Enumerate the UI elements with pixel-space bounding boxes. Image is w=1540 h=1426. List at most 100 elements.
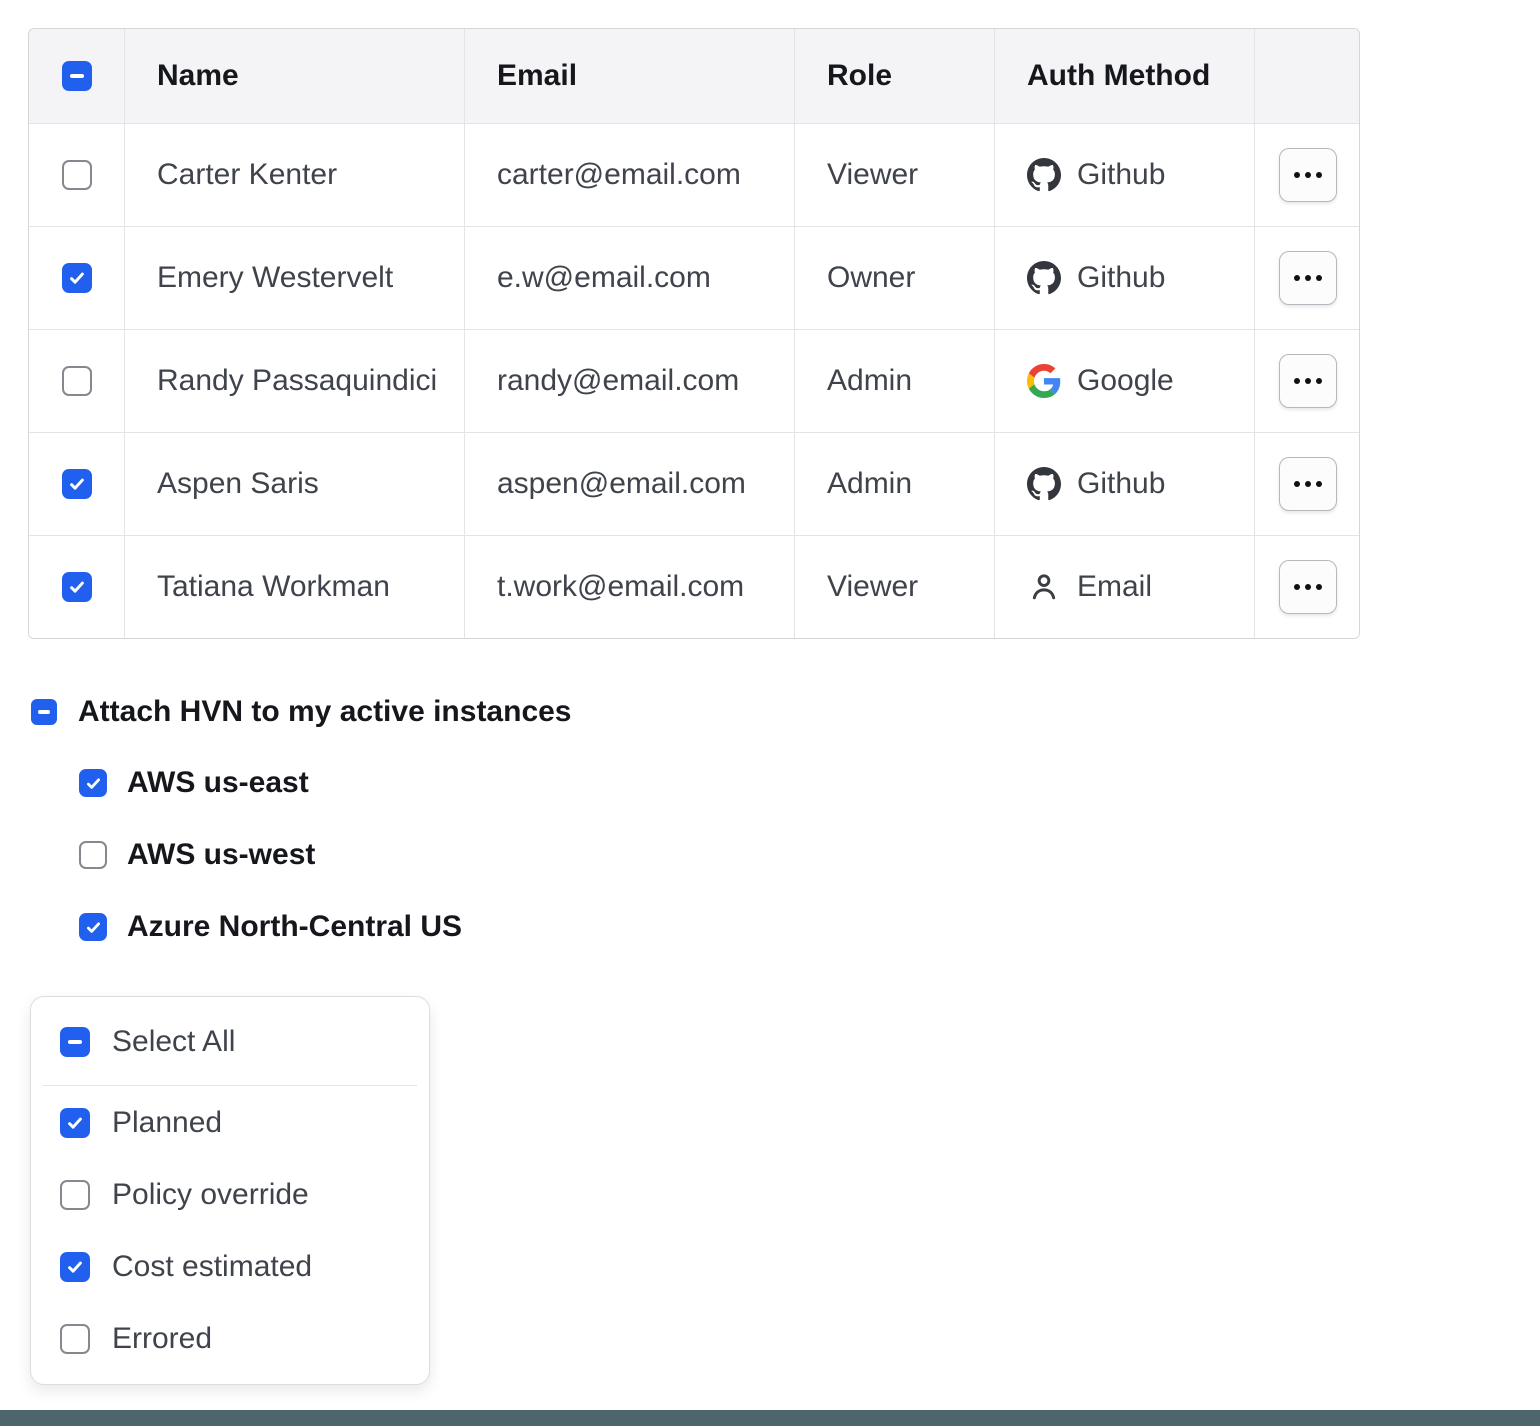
cell-role: Owner [795, 227, 995, 329]
github-icon [1027, 467, 1061, 501]
row-checkbox[interactable] [61, 263, 92, 293]
row-actions-button[interactable] [1279, 251, 1337, 305]
filter-option-row: Errored [31, 1324, 429, 1354]
hvn-parent-row: Attach HVN to my active instances [31, 696, 572, 728]
filter-card: Select All Planned Policy override Cost … [30, 996, 430, 1385]
column-header-role: Role [795, 29, 995, 123]
ellipsis-icon [1294, 172, 1322, 178]
auth-method-label: Google [1077, 364, 1174, 397]
hvn-child-row: AWS us-east [79, 768, 572, 798]
cell-auth-method: Email [995, 536, 1255, 638]
cell-name: Tatiana Workman [125, 536, 465, 638]
indeterminate-dash-icon [38, 710, 50, 714]
user-icon [1032, 574, 1056, 600]
hvn-parent-checkbox[interactable] [31, 699, 57, 725]
row-actions-button[interactable] [1279, 148, 1337, 202]
table-row: Randy Passaquindici randy@email.com Admi… [29, 329, 1359, 432]
filter-option-label[interactable]: Errored [112, 1322, 213, 1355]
hvn-child-label[interactable]: AWS us-west [127, 838, 316, 871]
row-actions-button[interactable] [1279, 457, 1337, 511]
select-all-row: Select All [31, 1027, 429, 1057]
check-icon [86, 921, 100, 933]
filter-option-checkbox[interactable] [60, 1252, 90, 1282]
table-header-row: Name Email Role Auth Method [29, 29, 1359, 123]
auth-method-label: Github [1077, 158, 1166, 191]
row-actions-button[interactable] [1279, 560, 1337, 614]
check-icon [69, 581, 84, 593]
cell-role: Admin [795, 433, 995, 535]
select-all-label[interactable]: Select All [112, 1025, 236, 1058]
column-header-name: Name [125, 29, 465, 123]
cell-role: Viewer [795, 536, 995, 638]
auth-icon-slot [1027, 467, 1061, 501]
hvn-child-label[interactable]: AWS us-east [127, 766, 309, 799]
cell-email: aspen@email.com [465, 433, 795, 535]
check-icon [69, 478, 84, 490]
cell-email: randy@email.com [465, 330, 795, 432]
auth-icon-slot [1027, 364, 1061, 398]
hvn-child-checkbox[interactable] [79, 769, 107, 797]
hvn-child-row: AWS us-west [79, 840, 572, 870]
hvn-checkbox-group: Attach HVN to my active instances AWS us… [31, 696, 572, 942]
filter-option-row: Cost estimated [31, 1252, 429, 1282]
footer-bar [0, 1410, 1540, 1426]
row-actions-button[interactable] [1279, 354, 1337, 408]
auth-method-label: Github [1077, 261, 1166, 294]
row-checkbox[interactable] [61, 160, 92, 190]
cell-name: Carter Kenter [125, 124, 465, 226]
auth-icon-slot [1027, 158, 1061, 192]
select-all-checkbox[interactable] [60, 1027, 90, 1057]
hvn-child-label[interactable]: Azure North-Central US [127, 910, 463, 943]
cell-email: carter@email.com [465, 124, 795, 226]
github-icon [1027, 261, 1061, 295]
row-checkbox[interactable] [61, 572, 92, 602]
cell-role: Viewer [795, 124, 995, 226]
cell-name: Aspen Saris [125, 433, 465, 535]
column-header-email: Email [465, 29, 795, 123]
hvn-child-checkbox[interactable] [79, 913, 107, 941]
column-header-actions [1255, 29, 1359, 123]
check-icon [68, 1117, 82, 1129]
check-icon [68, 1261, 82, 1273]
cell-name: Randy Passaquindici [125, 330, 465, 432]
table-row: Carter Kenter carter@email.com Viewer Gi… [29, 123, 1359, 226]
table-row: Tatiana Workman t.work@email.com Viewer … [29, 535, 1359, 638]
hvn-child-checkbox[interactable] [79, 841, 107, 869]
auth-method-label: Email [1077, 570, 1153, 603]
filter-option-label[interactable]: Policy override [112, 1178, 309, 1211]
filter-option-row: Policy override [31, 1180, 429, 1210]
indeterminate-dash-icon [68, 1040, 82, 1044]
filter-option-checkbox[interactable] [60, 1180, 90, 1210]
header-cell-select [29, 29, 125, 123]
filter-options: Planned Policy override Cost estimated E… [31, 1108, 429, 1354]
github-icon [1027, 158, 1061, 192]
filter-option-row: Planned [31, 1108, 429, 1138]
check-icon [86, 777, 100, 789]
row-checkbox[interactable] [61, 469, 92, 499]
auth-icon-slot [1027, 570, 1061, 604]
hvn-children: AWS us-east AWS us-west Azure North-Cent… [79, 768, 572, 942]
filter-option-label[interactable]: Planned [112, 1106, 223, 1139]
table-body: Carter Kenter carter@email.com Viewer Gi… [29, 123, 1359, 638]
filter-option-checkbox[interactable] [60, 1108, 90, 1138]
cell-auth-method: Github [995, 227, 1255, 329]
filter-option-checkbox[interactable] [60, 1324, 90, 1354]
hvn-parent-label[interactable]: Attach HVN to my active instances [78, 695, 572, 728]
auth-icon-slot [1027, 261, 1061, 295]
indeterminate-dash-icon [69, 74, 84, 78]
select-all-rows-checkbox[interactable] [61, 61, 92, 91]
filter-option-label[interactable]: Cost estimated [112, 1250, 313, 1283]
cell-auth-method: Github [995, 433, 1255, 535]
check-icon [69, 272, 84, 284]
google-icon [1027, 364, 1061, 398]
row-checkbox[interactable] [61, 366, 92, 396]
column-header-auth-method: Auth Method [995, 29, 1255, 123]
auth-method-label: Github [1077, 467, 1166, 500]
cell-role: Admin [795, 330, 995, 432]
table-row: Emery Westervelt e.w@email.com Owner Git… [29, 226, 1359, 329]
users-table: Name Email Role Auth Method Carter Kente… [28, 28, 1360, 639]
table-row: Aspen Saris aspen@email.com Admin Github [29, 432, 1359, 535]
hvn-child-row: Azure North-Central US [79, 912, 572, 942]
ellipsis-icon [1294, 275, 1322, 281]
cell-email: t.work@email.com [465, 536, 795, 638]
